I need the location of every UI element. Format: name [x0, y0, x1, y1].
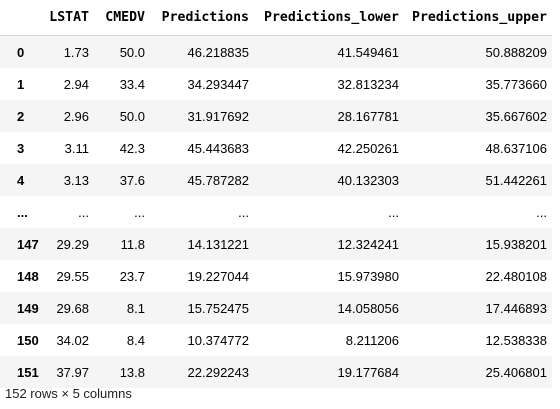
table-cell: 48.637106: [485, 140, 547, 156]
table-cell: 2.94: [63, 76, 89, 92]
header-row: LSTAT CMEDV Predictions Predictions_lowe…: [0, 0, 552, 36]
table-cell: 14.131221: [187, 236, 249, 252]
table-row: ..................: [0, 196, 552, 228]
table-cell: 3.11: [64, 140, 89, 156]
table-row: 0 1.73 50.0 46.218835 41.549461 50.888209: [0, 35, 552, 68]
column-header-predictions-upper: Predictions_upper: [404, 0, 552, 36]
table-cell: 45.443683: [187, 140, 249, 156]
row-index: 1: [17, 76, 25, 92]
table-cell: 40.132303: [337, 172, 399, 188]
table-cell: 45.787282: [187, 172, 249, 188]
table-cell: 12.538338: [485, 332, 547, 348]
table-cell: 34.293447: [187, 76, 249, 92]
table-cell: 42.3: [119, 140, 145, 156]
table-cell: 1.73: [63, 44, 89, 60]
row-index: 2: [17, 108, 25, 124]
table-row: 147 29.29 11.8 14.131221 12.324241 15.938201: [0, 228, 552, 260]
table-row: 150 34.02 8.4 10.374772 8.211206 12.538338: [0, 324, 552, 356]
table-body: 0 1.73 50.0 46.218835 41.549461 50.888209 1 2.9…: [0, 35, 552, 388]
row-index: 148: [17, 268, 39, 284]
table-cell: 50.0: [119, 108, 145, 124]
table-cell: 35.667602: [485, 108, 547, 124]
table-cell: ...: [238, 204, 249, 220]
table-row: 149 29.68 8.1 15.752475 14.058056 17.446893: [0, 292, 552, 324]
table-row: 1 2.94 33.4 34.293447 32.813234 35.773660: [0, 68, 552, 100]
row-index: 3: [17, 140, 25, 156]
table-cell: 10.374772: [187, 332, 249, 348]
table-cell: 19.177684: [337, 364, 399, 380]
dataframe-table: LSTAT CMEDV Predictions Predictions_lowe…: [0, 0, 552, 388]
table-cell: 3.13: [63, 172, 89, 188]
table-cell: 11.8: [120, 236, 145, 252]
table-cell: ...: [134, 204, 145, 220]
table-cell: 8.1: [126, 300, 145, 316]
table-cell: 13.8: [119, 364, 145, 380]
table-cell: 35.773660: [485, 76, 547, 92]
table-cell: ...: [388, 204, 399, 220]
row-index: 150: [17, 332, 39, 348]
table-cell: 25.406801: [485, 364, 547, 380]
table-cell: 17.446893: [485, 300, 547, 316]
table-row: 2 2.96 50.0 31.917692 28.167781 35.667602: [0, 100, 552, 132]
table-cell: 8.4: [126, 332, 145, 348]
table-cell: 29.55: [56, 268, 89, 284]
table-cell: 29.68: [56, 300, 89, 316]
table-cell: 50.888209: [485, 44, 547, 60]
table-cell: 22.292243: [187, 364, 249, 380]
table-row: 3 3.11 42.3 45.443683 42.250261 48.637106: [0, 132, 552, 164]
table-row: 148 29.55 23.7 19.227044 15.973980 22.480108: [0, 260, 552, 292]
table-cell: 22.480108: [485, 268, 547, 284]
table-row: 4 3.13 37.6 45.787282 40.132303 51.442261: [0, 164, 552, 196]
table-cell: 15.752475: [187, 300, 249, 316]
table-cell: 2.96: [63, 108, 89, 124]
table-cell: 19.227044: [187, 268, 249, 284]
row-index: 4: [17, 172, 25, 188]
row-index: 151: [17, 364, 39, 380]
table-cell: 42.250261: [337, 140, 399, 156]
table-shape-footer: 152 rows × 5 columns: [5, 386, 132, 401]
table-cell: ...: [536, 204, 547, 220]
row-index: 0: [17, 44, 25, 60]
table-cell: 37.6: [119, 172, 145, 188]
table-cell: 37.97: [56, 364, 89, 380]
table-cell: 33.4: [119, 76, 145, 92]
column-header-predictions: Predictions: [150, 0, 254, 36]
row-index: 149: [17, 300, 39, 316]
table-cell: 15.973980: [337, 268, 399, 284]
table-row: 151 37.97 13.8 22.292243 19.177684 25.406801: [0, 356, 552, 388]
row-index: ...: [17, 204, 28, 220]
table-cell: 31.917692: [187, 108, 249, 124]
table-cell: 15.938201: [485, 236, 547, 252]
table-cell: 8.211206: [345, 332, 399, 348]
table-cell: 23.7: [119, 268, 145, 284]
table-cell: 34.02: [56, 332, 89, 348]
column-header-index: [0, 0, 38, 36]
table-cell: 28.167781: [337, 108, 399, 124]
table-cell: ...: [78, 204, 89, 220]
table-cell: 14.058056: [337, 300, 399, 316]
table-cell: 12.324241: [337, 236, 399, 252]
table-cell: 51.442261: [485, 172, 547, 188]
row-index: 147: [17, 236, 39, 252]
column-header-lstat: LSTAT: [38, 0, 94, 36]
table-cell: 46.218835: [187, 44, 249, 60]
column-header-cmedv: CMEDV: [94, 0, 150, 36]
table-cell: 50.0: [119, 44, 145, 60]
table-cell: 41.549461: [337, 44, 399, 60]
table-cell: 29.29: [56, 236, 89, 252]
column-header-predictions-lower: Predictions_lower: [254, 0, 404, 36]
table-cell: 32.813234: [337, 76, 399, 92]
